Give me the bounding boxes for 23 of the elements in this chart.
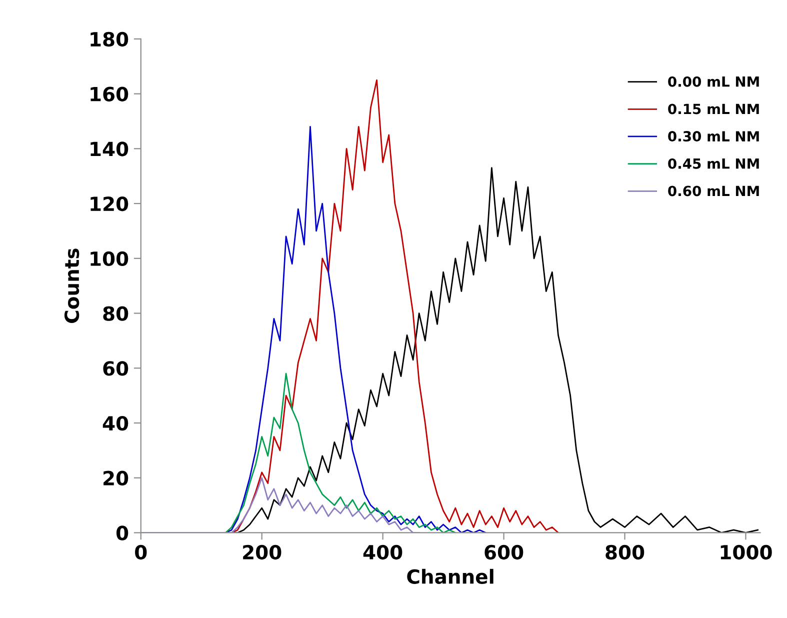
y-axis-title: Counts [64, 248, 80, 323]
x-tick-label: 800 [606, 544, 644, 560]
x-tick-label: 0 [135, 544, 147, 560]
y-tick-label: 60 [103, 361, 128, 376]
x-tick-label: 200 [243, 544, 282, 560]
y-tick-label: 100 [90, 251, 128, 266]
y-tick-label: 20 [104, 470, 128, 486]
legend-label: 0.00 mL NM [668, 76, 759, 87]
y-tick-label: 180 [90, 32, 128, 47]
y-tick-label: 140 [90, 142, 128, 156]
x-tick-label: 600 [484, 544, 524, 560]
y-tick-label: 40 [102, 416, 128, 431]
y-tick-label: 0 [116, 526, 128, 540]
legend-label: 0.15 mL NM [668, 104, 759, 114]
x-tick-label: 1000 [720, 544, 772, 560]
y-tick-label: 160 [90, 86, 128, 102]
legend-label: 0.60 mL NM [668, 186, 759, 196]
y-tick-label: 80 [103, 306, 128, 321]
x-axis-title: Channel [407, 568, 494, 584]
x-tick-label: 400 [363, 544, 402, 560]
legend-label: 0.30 mL NM [668, 131, 759, 142]
legend-label: 0.45 mL NM [668, 158, 759, 169]
y-tick-label: 120 [90, 196, 128, 212]
